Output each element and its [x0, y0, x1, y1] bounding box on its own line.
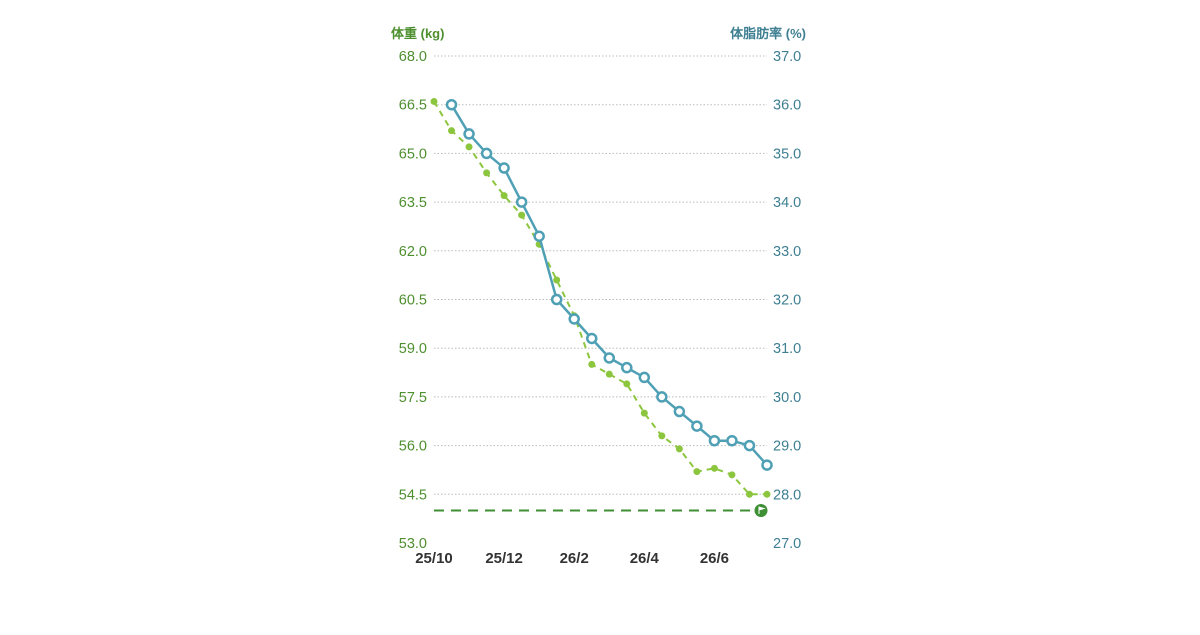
left-tick-label: 56.0: [399, 439, 427, 455]
left-tick-label: 68.0: [399, 49, 427, 65]
body_fat-point: [726, 434, 738, 447]
goal-flag-marker: [754, 504, 768, 518]
weight-point: [605, 370, 613, 378]
weight-point: [693, 468, 701, 476]
body_fat-point: [691, 420, 703, 432]
body_fat-point: [515, 196, 528, 208]
weight-point: [465, 143, 473, 151]
left-tick-label: 59.0: [399, 341, 427, 357]
weight-point: [430, 97, 438, 105]
body_fat-point: [585, 332, 598, 345]
right-tick-label: 31.0: [773, 341, 801, 357]
weight-point: [675, 445, 683, 453]
body_fat-point: [463, 128, 475, 140]
x-tick-label: 25/12: [485, 550, 523, 567]
x-tick-label: 26/2: [560, 550, 589, 567]
right-axis-title: 体脂肪率 (%): [730, 26, 806, 41]
body_fat-point: [761, 459, 773, 471]
right-tick-label: 35.0: [773, 146, 801, 162]
right-tick-label: 34.0: [773, 195, 801, 211]
weight-point: [640, 409, 648, 417]
right-tick-label: 32.0: [773, 293, 801, 309]
body_fat-point: [533, 230, 545, 242]
body_fat-point: [656, 391, 668, 403]
body_fat-point: [498, 162, 510, 174]
left-tick-label: 62.0: [399, 244, 427, 260]
body_fat-point: [445, 98, 458, 111]
left-tick-label: 54.5: [399, 487, 427, 503]
right-tick-label: 29.0: [773, 439, 801, 455]
left-tick-label: 57.5: [399, 390, 427, 406]
weight-point: [728, 471, 736, 479]
left-tick-label: 66.5: [399, 98, 427, 114]
left-tick-label: 63.5: [399, 195, 427, 211]
left-tick-label: 53.0: [399, 536, 427, 552]
body_fat-point: [673, 405, 686, 418]
axis-labels: 体重 (kg) 体脂肪率 (%) 68.0 37.0 66.5 36.0 65.0 35.…: [391, 26, 806, 567]
grid-lines: [434, 55, 767, 495]
weight-point: [518, 211, 526, 219]
weight-line: [433, 100, 767, 496]
weight-point: [763, 490, 771, 498]
weight-point: [623, 380, 631, 388]
body_fat-line: [450, 104, 768, 466]
weight-point: [483, 169, 491, 177]
right-tick-label: 36.0: [773, 98, 801, 114]
body_fat-point: [568, 313, 580, 325]
body_fat-point: [550, 293, 563, 306]
weight-point: [710, 464, 718, 472]
right-tick-label: 33.0: [773, 244, 801, 260]
x-tick-label: 25/10: [415, 550, 453, 567]
body-fat-series: [445, 98, 773, 471]
body_fat-point: [708, 434, 721, 447]
right-tick-label: 30.0: [773, 390, 801, 406]
weight-point: [448, 127, 456, 135]
body_fat-point: [743, 439, 756, 452]
x-tick-label: 26/6: [700, 550, 729, 567]
weight-point: [553, 276, 561, 284]
weight-series: [430, 97, 771, 498]
left-axis-title: 体重 (kg): [391, 26, 444, 41]
left-tick-label: 65.0: [399, 146, 427, 162]
body_fat-point: [603, 352, 616, 364]
weight-point: [658, 432, 666, 440]
body_fat-point: [621, 361, 633, 374]
weight-point: [588, 360, 596, 368]
left-tick-label: 60.5: [399, 293, 427, 309]
flag-icon: [758, 506, 766, 515]
weight-point: [745, 490, 753, 498]
weight-point: [500, 192, 508, 200]
body_fat-point: [480, 147, 493, 160]
right-tick-label: 37.0: [773, 49, 801, 65]
goal-line-group: [434, 504, 768, 518]
right-tick-label: 27.0: [773, 536, 801, 552]
x-tick-label: 26/4: [630, 550, 660, 567]
right-tick-label: 28.0: [773, 487, 801, 503]
body_fat-point: [638, 371, 651, 384]
